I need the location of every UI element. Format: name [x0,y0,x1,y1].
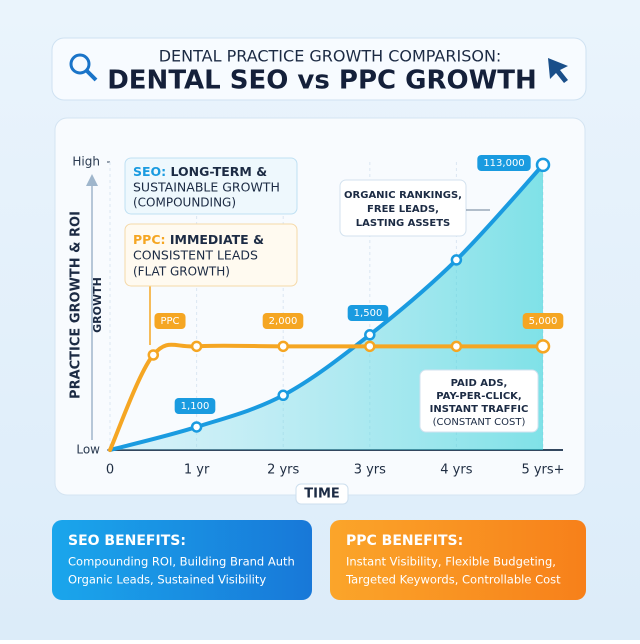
data-label: 2,000 [269,316,298,327]
search-icon-handle [85,69,98,82]
data-label: 5,000 [529,316,558,327]
y-axis-arrowhead [86,174,98,186]
y-tick-label: Low [76,443,100,457]
callout-line: IMMEDIATE & [166,232,265,247]
callout-line: ORGANIC RANKINGS, [344,190,462,201]
benefits-title: SEO BENEFITS: [68,533,186,549]
callout-line: INSTANT TRAFFIC [430,404,529,415]
cursor-icon [548,58,568,83]
benefits-line: Targeted Keywords, Controllable Cost [345,573,561,587]
y-axis-label: PRACTICE GROWTH & ROI [69,211,84,399]
callout-line: PAID ADS, [451,378,508,389]
data-label: 1,500 [354,308,383,319]
callout-heading: PPC: [133,232,166,247]
callout-text: SEO: LONG-TERM & [133,164,267,179]
x-tick-label: 4 yrs [440,463,472,478]
callout-box [124,157,298,215]
x-tick-label: 2 yrs [267,463,299,478]
callout-line: CONSISTENT LEADS [133,248,258,263]
data-label-box [477,155,531,171]
data-point [450,340,463,353]
search-icon [69,53,91,75]
callout-line: (COMPOUNDING) [133,196,236,210]
data-label-box [522,313,564,329]
subtitle: DENTAL PRACTICE GROWTH COMPARISON: [159,47,502,66]
x-tick-label: 5 yrs+ [521,463,564,478]
callout-line: SUSTAINABLE GROWTH [133,180,280,195]
data-point [364,329,376,341]
benefits-line: Organic Leads, Sustained Visibility [68,573,266,587]
callout-text: PPC: IMMEDIATE & [133,232,264,247]
benefits-title: PPC BENEFITS: [346,533,463,549]
series-label-box [154,313,186,329]
benefits-line: Instant Visibility, Flexible Budgeting, [346,555,556,569]
data-point [535,157,551,173]
data-point [277,340,289,353]
data-label-box [347,305,389,321]
data-label-box [262,313,304,329]
x-tick-label: 1 yr [184,463,210,478]
callout-line: LASTING ASSETS [356,218,450,229]
data-label: 113,000 [483,158,524,169]
data-point [535,339,551,354]
plot: Low High 0 1 yr 2 yrs 3 yrs 4 yrs 5 yrs+ PRACTIC… [69,155,565,505]
seo-benefits-box [52,520,312,600]
y-axis-label: GROWTH [91,277,104,333]
callout-line: (CONSTANT COST) [433,417,526,428]
data-point [190,421,203,433]
data-label: 1,100 [181,401,210,412]
callout-box [419,369,539,433]
callout-line: LONG-TERM & [166,164,267,179]
callout-line: FREE LEADS, [367,204,439,215]
title: DENTAL SEO vs PPC GROWTH [107,66,537,96]
x-label-box [295,483,349,505]
callout-line: (FLAT GROWTH) [133,265,230,279]
title-card [51,37,587,101]
data-label-box [174,398,216,414]
data-point [147,349,160,361]
y-tick-label: High [72,155,100,169]
callout-box [124,223,298,287]
callout-box [339,179,467,237]
series-label: PPC [160,316,179,327]
x-tick-label: 3 yrs [354,463,386,478]
data-point [450,254,463,266]
data-point [277,389,289,402]
callout-line: PAY-PER-CLICK, [436,391,521,402]
ppc-benefits-box [330,520,586,600]
benefits-line: Compounding ROI, Building Brand Auth [68,555,295,569]
data-point [190,340,203,353]
x-axis-label: TIME [304,487,340,502]
data-point [364,340,376,353]
x-tick-label: 0 [106,463,114,478]
callout-heading: SEO: [133,164,166,179]
